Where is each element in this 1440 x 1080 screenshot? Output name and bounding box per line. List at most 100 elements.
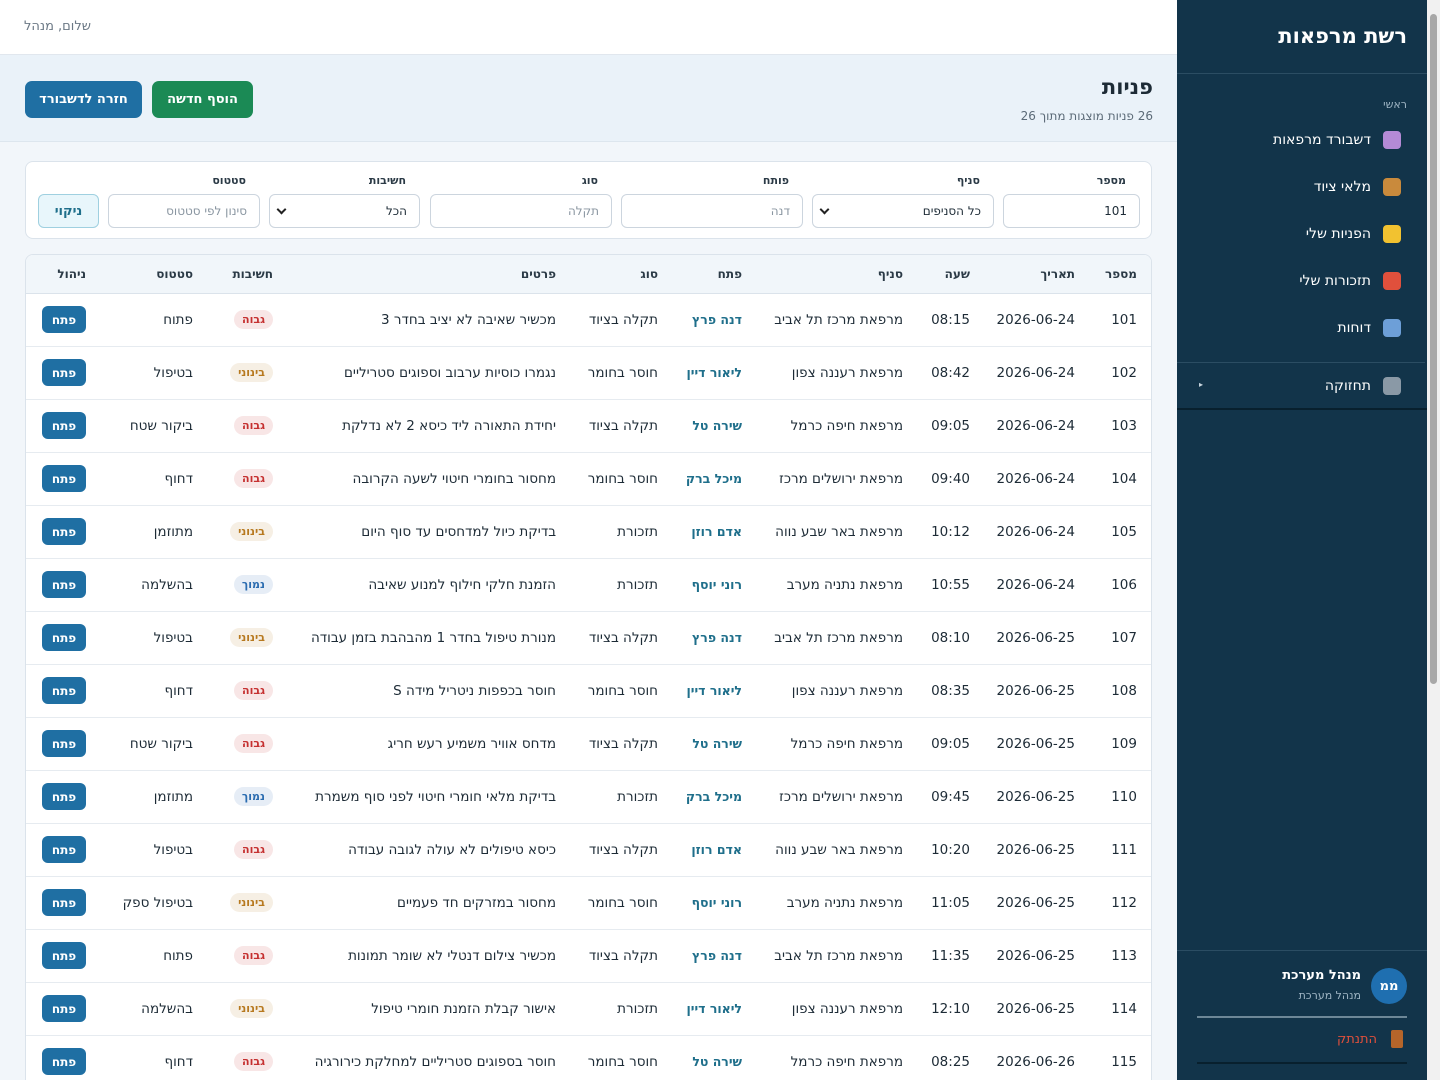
nav-item[interactable]: מלאי ציוד <box>1187 172 1401 202</box>
filter-input[interactable]: 101 <box>1003 194 1140 228</box>
add-button[interactable]: הוסף חדשה <box>152 81 253 118</box>
table-cell: דחוף <box>100 452 207 506</box>
table-cell: 2026-06-25 <box>984 770 1089 824</box>
column-header: סניף <box>756 255 917 294</box>
priority-badge: בינוני <box>230 522 273 541</box>
table-row: 102 2026-06-24 08:42 מרפאת רעננה צפון ליאור … <box>26 346 1151 400</box>
table-cell: דנה פרץ <box>672 929 756 983</box>
action-cell: פתח <box>26 929 100 983</box>
priority-cell: גבוה <box>207 452 287 506</box>
filter-input[interactable]: דנה <box>621 194 803 228</box>
table-cell: מרפאת ירושלים מרכז <box>756 770 917 824</box>
table-row: 114 2026-06-25 12:10 מרפאת רעננה צפון ליאור … <box>26 982 1151 1036</box>
open-button[interactable]: פתח <box>42 783 86 810</box>
icon <box>1383 225 1401 243</box>
priority-badge: בינוני <box>230 628 273 647</box>
table-cell: חוסר בחומר <box>570 452 672 506</box>
table-cell: שירה טל <box>672 399 756 453</box>
nav-item[interactable]: דשבורד מרפאות <box>1187 125 1401 155</box>
table-cell: מרפאת באר שבע נווה <box>756 823 917 877</box>
table-cell: מרפאת חיפה כרמל <box>756 399 917 453</box>
filter-select[interactable]: הכל <box>269 194 420 228</box>
table-cell: מכשיר שאיבה לא יציב בחדר 3 <box>287 293 570 347</box>
open-button[interactable]: פתח <box>42 1048 86 1075</box>
table-cell: נגמרו כוסיות ערבוב וספוגים סטריליים <box>287 346 570 400</box>
table-cell: אישור קבלת הזמנת חומרי טיפול <box>287 982 570 1036</box>
greeting: שלום, מנהל <box>24 19 91 34</box>
table-cell: בדיקת כיול למדחסים עד סוף היום <box>287 505 570 559</box>
filter-input[interactable]: תקלה <box>430 194 612 228</box>
priority-badge: גבוה <box>234 310 273 329</box>
open-button[interactable]: פתח <box>42 518 86 545</box>
table-cell: מרפאת נתניה מערב <box>756 876 917 930</box>
open-button[interactable]: פתח <box>42 677 86 704</box>
table-cell: 103 <box>1089 399 1151 453</box>
priority-badge: גבוה <box>234 946 273 965</box>
nav-item[interactable]: תחזוקה <box>1187 371 1401 401</box>
nav-item[interactable]: דוחות <box>1187 313 1401 343</box>
table-cell: 10:12 <box>917 505 984 559</box>
priority-cell: גבוה <box>207 399 287 453</box>
table-cell: פתוח <box>100 293 207 347</box>
table-cell: חוסר בכפפות ניטריל מידה S <box>287 664 570 718</box>
column-header: ניהול <box>26 255 100 294</box>
open-button[interactable]: פתח <box>42 359 86 386</box>
priority-cell: בינוני <box>207 346 287 400</box>
expand-arrow[interactable]: ▸ <box>1199 380 1204 389</box>
nav-label: דשבורד מרפאות <box>1273 132 1371 148</box>
open-button[interactable]: פתח <box>42 571 86 598</box>
table-row: 106 2026-06-24 10:55 מרפאת נתניה מערב רוני י… <box>26 558 1151 612</box>
nav-item[interactable]: הפניות שלי <box>1187 219 1401 249</box>
open-button[interactable]: פתח <box>42 465 86 492</box>
nav-item[interactable]: תזכורות שלי <box>1187 266 1401 296</box>
filter-input[interactable]: סינון לפי סטטוס <box>108 194 260 228</box>
open-button[interactable]: פתח <box>42 306 86 333</box>
column-header: סטטוס <box>100 255 207 294</box>
icon <box>1391 1030 1403 1048</box>
filter-value: הכל <box>385 204 407 218</box>
icon <box>1383 319 1401 337</box>
table-cell: 2026-06-25 <box>984 717 1089 771</box>
table-cell: מרפאת חיפה כרמל <box>756 1035 917 1080</box>
action-cell: פתח <box>26 876 100 930</box>
table-cell: 114 <box>1089 982 1151 1036</box>
table-cell: תזכורת <box>570 505 672 559</box>
table-cell: תזכורת <box>570 558 672 612</box>
nav-label: מלאי ציוד <box>1313 179 1371 195</box>
open-button[interactable]: פתח <box>42 730 86 757</box>
open-button[interactable]: פתח <box>42 624 86 651</box>
action-cell: פתח <box>26 664 100 718</box>
divider <box>1177 362 1425 363</box>
filter-select[interactable]: כל הסניפים <box>812 194 994 228</box>
table-cell: 2026-06-24 <box>984 558 1089 612</box>
open-button[interactable]: פתח <box>42 889 86 916</box>
table-cell: 2026-06-24 <box>984 346 1089 400</box>
action-cell: פתח <box>26 1035 100 1080</box>
icon <box>1383 178 1401 196</box>
table-row: 111 2026-06-25 10:20 מרפאת באר שבע נווה אדם … <box>26 823 1151 877</box>
table-cell: 102 <box>1089 346 1151 400</box>
table-cell: תקלה בציוד <box>570 611 672 665</box>
column-header: שעה <box>917 255 984 294</box>
table-cell: מרפאת מרכז תל אביב <box>756 611 917 665</box>
clear-button[interactable]: ניקוי <box>38 194 99 228</box>
open-button[interactable]: פתח <box>42 412 86 439</box>
back-button[interactable]: חזרה לדשבורד <box>25 81 142 118</box>
table-cell: רוני יוסף <box>672 876 756 930</box>
table-cell: תקלה בציוד <box>570 717 672 771</box>
table-cell: הזמנת חלקי חילוף למנוע שאיבה <box>287 558 570 612</box>
scrollbar[interactable] <box>1427 0 1440 1080</box>
logout[interactable]: התנתק <box>1337 1030 1403 1048</box>
table-cell: 109 <box>1089 717 1151 771</box>
table-cell: 110 <box>1089 770 1151 824</box>
priority-cell: נמוך <box>207 558 287 612</box>
scroll-thumb[interactable] <box>1430 14 1437 684</box>
table-cell: 2026-06-25 <box>984 823 1089 877</box>
priority-cell: בינוני <box>207 611 287 665</box>
table-row: 104 2026-06-24 09:40 מרפאת ירושלים מרכז מיכל… <box>26 452 1151 506</box>
table-row: 112 2026-06-25 11:05 מרפאת נתניה מערב רוני י… <box>26 876 1151 930</box>
open-button[interactable]: פתח <box>42 836 86 863</box>
table-cell: חוסר בחומר <box>570 664 672 718</box>
open-button[interactable]: פתח <box>42 942 86 969</box>
open-button[interactable]: פתח <box>42 995 86 1022</box>
